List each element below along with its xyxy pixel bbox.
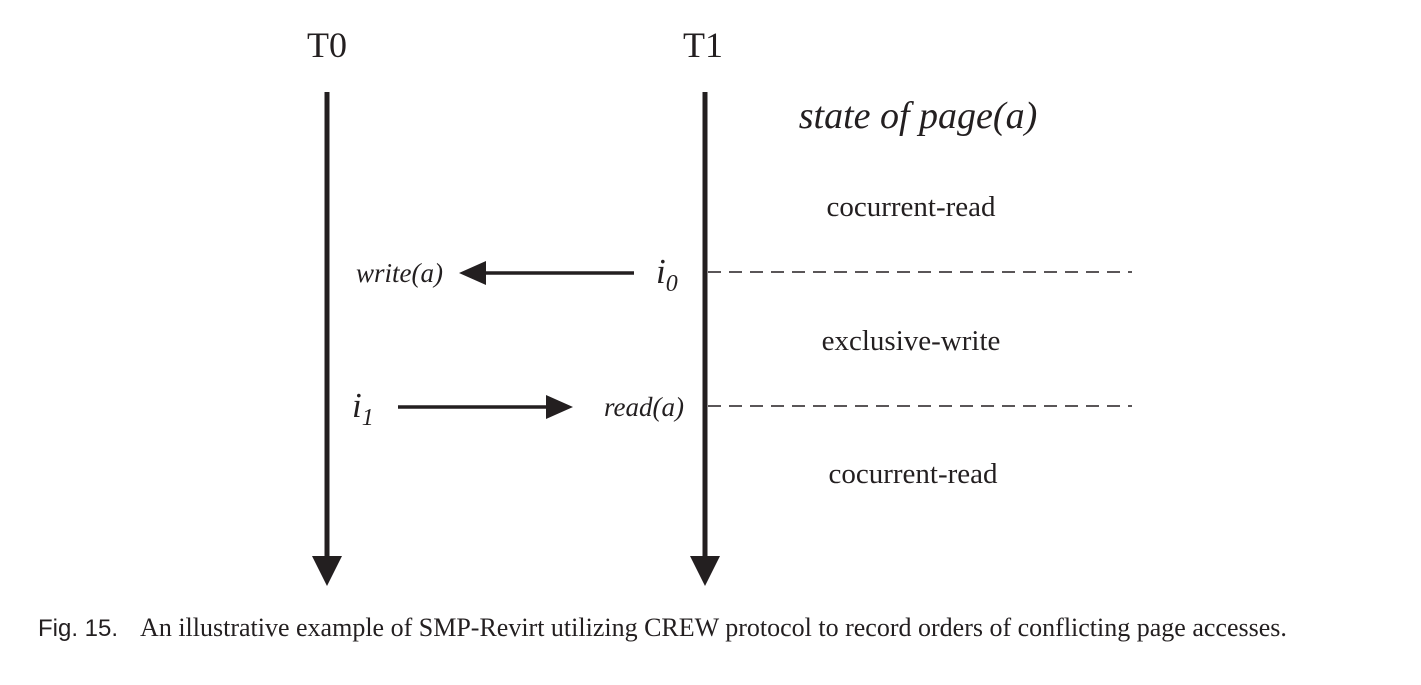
thread-t0-timeline: [312, 92, 342, 586]
caption-text: An illustrative example of SMP-Revirt ut…: [140, 613, 1287, 642]
state-label-second: exclusive-write: [822, 325, 1001, 357]
i1-label: i1: [352, 386, 374, 431]
figure-caption: Fig. 15. An illustrative example of SMP-R…: [38, 612, 1408, 644]
t0-arrowhead: [312, 556, 342, 586]
i0-label: i0: [656, 252, 678, 297]
state-label-first: cocurrent-read: [826, 191, 996, 223]
thread-t1-label: T1: [683, 25, 723, 65]
thread-t0-label: T0: [307, 25, 347, 65]
state-label-third: cocurrent-read: [828, 458, 998, 490]
read-arrow: [398, 395, 573, 419]
thread-t1-timeline: [690, 92, 720, 586]
write-op-label: write(a): [356, 258, 443, 288]
read-op-label: read(a): [604, 392, 684, 422]
write-arrow: [459, 261, 634, 285]
state-heading: state of page(a): [799, 95, 1038, 137]
sequence-diagram: T0 T1 state of page(a) cocurrent-read ex…: [307, 25, 1132, 586]
t1-arrowhead: [690, 556, 720, 586]
figure-number: Fig. 15.: [38, 615, 119, 642]
